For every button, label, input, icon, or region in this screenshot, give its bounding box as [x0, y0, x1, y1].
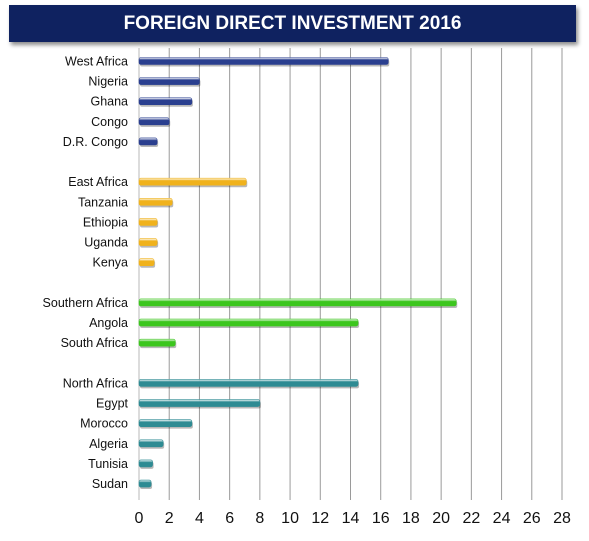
category-label: Egypt: [96, 397, 128, 411]
category-label: Algeria: [89, 437, 128, 451]
bar-tunisia: [138, 459, 153, 468]
bars: [138, 57, 458, 490]
bar-algeria: [138, 439, 164, 448]
category-label: Tanzania: [78, 195, 128, 209]
bar-egypt: [138, 399, 261, 407]
category-labels: West Africa Nigeria Ghana Congo D.R. Congo Ea…: [43, 55, 129, 492]
x-tick-label: 8: [255, 510, 264, 527]
bar-kenya: [138, 258, 155, 267]
x-tick-label: 16: [372, 510, 390, 527]
bar-d-r-congo: [138, 137, 158, 146]
category-label: North Africa: [63, 376, 128, 390]
chart-title: FOREIGN DIRECT INVESTMENT 2016: [9, 5, 576, 42]
bar-west-africa: [138, 57, 389, 65]
category-label: Southern Africa: [43, 296, 129, 310]
x-tick-label: 6: [225, 510, 234, 527]
category-label: D.R. Congo: [63, 135, 128, 149]
x-tick-label: 20: [432, 510, 450, 527]
category-label: Ethiopia: [83, 215, 128, 229]
category-label: Morocco: [80, 417, 128, 431]
bar-angola: [138, 318, 359, 327]
category-label: Congo: [91, 115, 128, 129]
category-label: Sudan: [92, 477, 128, 491]
x-tick-label: 24: [493, 510, 511, 527]
grid-lines: [138, 48, 563, 500]
bar-east-africa: [138, 177, 247, 186]
x-tick-label: 4: [195, 510, 204, 527]
bar-south-africa: [138, 338, 176, 347]
category-label: Kenya: [93, 256, 128, 270]
x-tick-label: 28: [553, 510, 571, 527]
bar-uganda: [138, 238, 158, 246]
category-label: Ghana: [90, 95, 128, 109]
x-tick-label: 26: [523, 510, 541, 527]
x-tick-labels: 0 2 4 6 8 10 12 14 16 18 20 22 24 26 28: [135, 510, 571, 527]
category-label: West Africa: [65, 55, 128, 69]
x-tick-label: 2: [165, 510, 174, 527]
bar-southern-africa: [138, 298, 457, 307]
bar-north-africa: [138, 379, 359, 387]
bar-ghana: [138, 97, 193, 106]
bar-congo: [138, 117, 170, 126]
x-tick-label: 18: [402, 510, 420, 527]
category-label: East Africa: [68, 175, 128, 189]
x-tick-label: 22: [462, 510, 480, 527]
x-tick-label: 10: [281, 510, 299, 527]
bar-sudan: [138, 479, 152, 488]
bar-nigeria: [138, 77, 200, 85]
category-label: Nigeria: [88, 75, 128, 89]
category-label: South Africa: [61, 336, 128, 350]
category-label: Tunisia: [88, 457, 128, 471]
category-label: Uganda: [84, 236, 128, 250]
bar-morocco: [138, 419, 193, 427]
x-tick-label: 0: [135, 510, 144, 527]
x-tick-label: 12: [311, 510, 329, 527]
x-tick-label: 14: [342, 510, 360, 527]
bar-ethiopia: [138, 218, 158, 226]
category-label: Angola: [89, 316, 128, 330]
bar-tanzania: [138, 198, 173, 206]
